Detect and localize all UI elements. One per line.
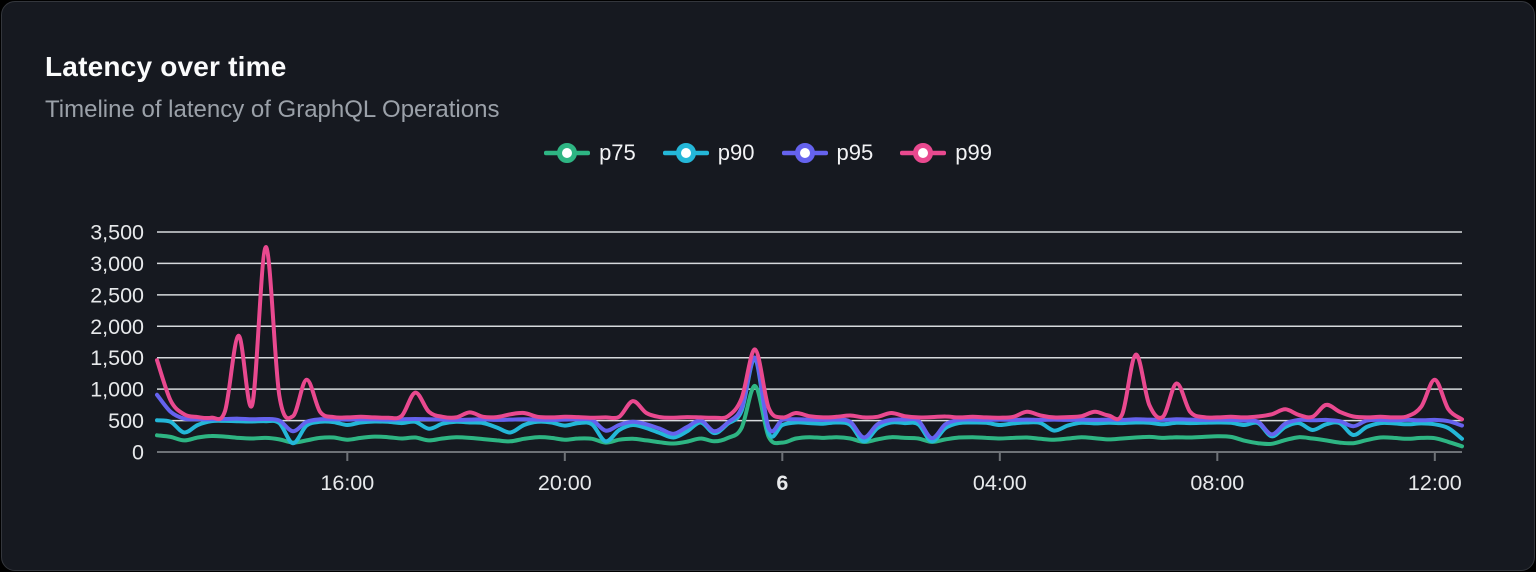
series-line-p99 xyxy=(155,245,1464,422)
series-line-p75 xyxy=(155,383,1464,449)
y-axis-label: 2,500 xyxy=(90,283,144,307)
legend-item-p95[interactable]: p95 xyxy=(781,140,874,166)
legend-marker-p75-icon xyxy=(544,143,591,163)
y-axis-label: 3,500 xyxy=(90,221,144,245)
legend-item-p99[interactable]: p99 xyxy=(900,140,992,166)
legend-label: p75 xyxy=(599,140,636,165)
x-axis-label: 16:00 xyxy=(320,471,374,495)
legend-item-p75[interactable]: p75 xyxy=(544,140,636,166)
card-subtitle: Timeline of latency of GraphQL Operation… xyxy=(45,96,500,123)
series-line-p90 xyxy=(155,356,1464,446)
legend-marker-p99-icon xyxy=(900,143,947,163)
y-axis-label: 1,000 xyxy=(90,378,144,402)
x-axis-label: 08:00 xyxy=(1190,471,1244,495)
chart-legend: p75 p90 p95 p99 xyxy=(2,140,1534,166)
y-axis-label: 0 xyxy=(132,441,144,465)
x-axis-label: 04:00 xyxy=(973,471,1027,495)
legend-label: p95 xyxy=(836,140,874,165)
legend-label: p90 xyxy=(717,140,755,165)
legend-label: p99 xyxy=(955,140,992,165)
y-axis-label: 500 xyxy=(108,409,144,433)
legend-item-p90[interactable]: p90 xyxy=(662,140,755,166)
x-axis-label: 12:00 xyxy=(1408,471,1462,495)
x-axis-label: 6 xyxy=(776,471,788,495)
x-axis-label: 20:00 xyxy=(538,471,592,495)
legend-marker-p95-icon xyxy=(781,143,828,163)
card-title: Latency over time xyxy=(45,51,287,82)
legend-marker-p90-icon xyxy=(662,143,709,163)
y-axis-label: 2,000 xyxy=(90,315,144,339)
y-axis-label: 1,500 xyxy=(90,346,144,370)
y-axis-label: 3,000 xyxy=(90,252,144,276)
